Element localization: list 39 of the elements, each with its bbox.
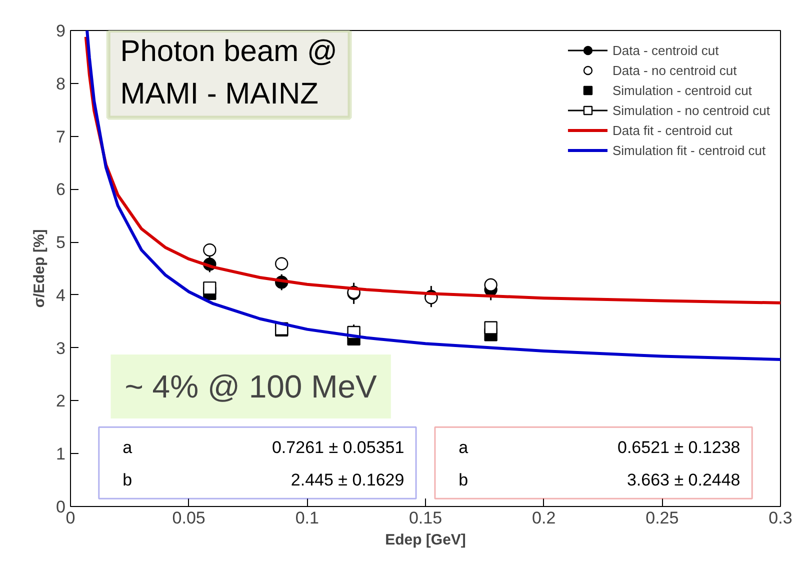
line-series <box>86 30 780 361</box>
line-series <box>84 35 780 304</box>
annotation: 2.445 ± 0.1629 <box>290 470 404 490</box>
legend-label: Data - no centroid cut <box>612 62 737 78</box>
x-tick-label: 0.3 <box>768 508 792 528</box>
x-tick-label: 0.1 <box>295 508 319 528</box>
annotation: a <box>122 438 133 457</box>
annotation: MAMI - MAINZ <box>120 77 319 110</box>
y-tick-label: 5 <box>56 233 66 252</box>
legend-label: Simulation - centroid cut <box>612 82 752 98</box>
annotation: b <box>122 470 132 490</box>
legend-label: Simulation fit - centroid cut <box>612 142 766 158</box>
y-tick-label: 7 <box>56 127 66 146</box>
point <box>484 321 498 334</box>
x-tick-label: 0.15 <box>408 508 442 528</box>
point <box>203 281 216 295</box>
annotation: b <box>458 470 468 490</box>
y-tick-label: 9 <box>56 22 66 40</box>
y-tick-label: 2 <box>56 392 66 411</box>
annotation: 0.7261 ± 0.05351 <box>272 438 404 457</box>
annotation: 3.663 ± 0.2448 <box>626 470 740 490</box>
y-tick-label: 6 <box>56 180 66 200</box>
x-tick-label: 0.05 <box>172 508 206 528</box>
y-tick-label: 8 <box>56 74 66 94</box>
y-axis-title: σ/Edep [%] <box>31 229 48 308</box>
x-tick-label: 0.25 <box>646 508 679 528</box>
annotation: Photon beam @ <box>120 35 338 68</box>
y-tick-label: 3 <box>56 338 66 358</box>
y-tick-label: 1 <box>56 444 66 464</box>
x-axis-title: Edep [GeV] <box>385 532 466 548</box>
annotation: ~ 4% @ 100 MeV <box>124 368 378 404</box>
point <box>484 278 498 292</box>
annotation: 0.6521 ± 0.1238 <box>618 438 740 457</box>
annotation: a <box>458 438 469 457</box>
legend-label: Data - centroid cut <box>612 42 719 58</box>
x-tick-label: 0.2 <box>532 508 556 528</box>
y-tick-label: 4 <box>56 286 66 305</box>
legend-label: Data fit - centroid cut <box>612 122 732 138</box>
legend-label: Simulation - no centroid cut <box>612 102 770 118</box>
